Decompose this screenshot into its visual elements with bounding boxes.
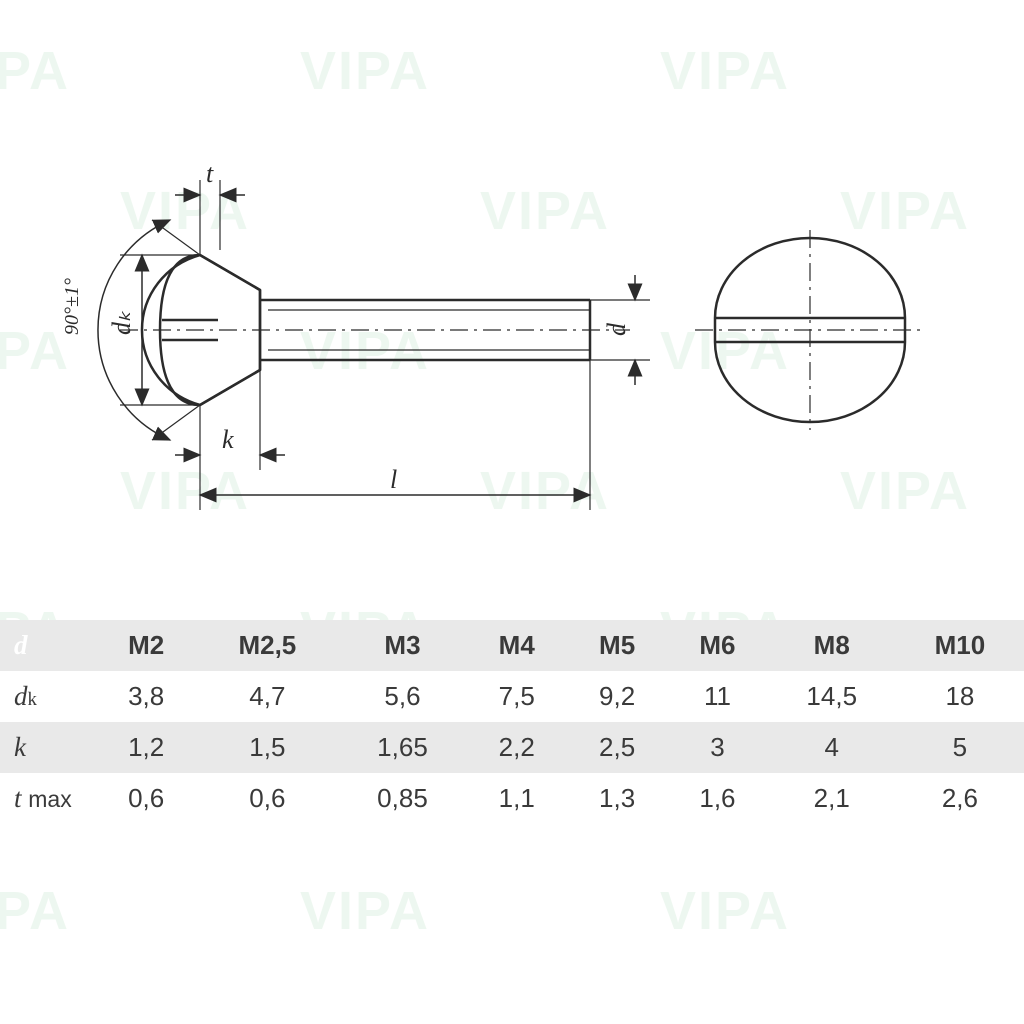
top-view [695,230,925,430]
label-angle: 90°±1° [61,278,83,335]
label-t: t [206,159,214,188]
col-m6: M6 [667,620,767,671]
watermark-text: VIPA [0,41,70,101]
row-label-k: k [0,722,96,773]
col-m5: M5 [567,620,667,671]
label-k: k [222,425,234,454]
table-header-row: d M2 M2,5 M3 M4 M5 M6 M8 M10 [0,620,1024,671]
table-row: dk 3,8 4,7 5,6 7,5 9,2 11 14,5 18 [0,671,1024,722]
label-l: l [390,465,397,494]
col-m2: M2 [96,620,196,671]
label-dk: dₖ [107,310,136,335]
technical-drawing: t dₖ 90°±1° k l d [50,160,974,540]
col-m3: M3 [338,620,466,671]
table-row: k 1,2 1,5 1,65 2,2 2,5 3 4 5 [0,722,1024,773]
col-m4: M4 [467,620,567,671]
table-row: t max 0,6 0,6 0,85 1,1 1,3 1,6 2,1 2,6 [0,773,1024,824]
side-view: t dₖ 90°±1° k l d [61,159,650,510]
col-m10: M10 [896,620,1024,671]
label-d: d [602,322,631,336]
dimensions-table: d M2 M2,5 M3 M4 M5 M6 M8 M10 dk 3,8 4,7 … [0,620,1024,824]
col-d: d [0,620,96,671]
row-label-dk: dk [0,671,96,722]
col-m8: M8 [768,620,896,671]
row-label-tmax: t max [0,773,96,824]
col-m25: M2,5 [196,620,338,671]
